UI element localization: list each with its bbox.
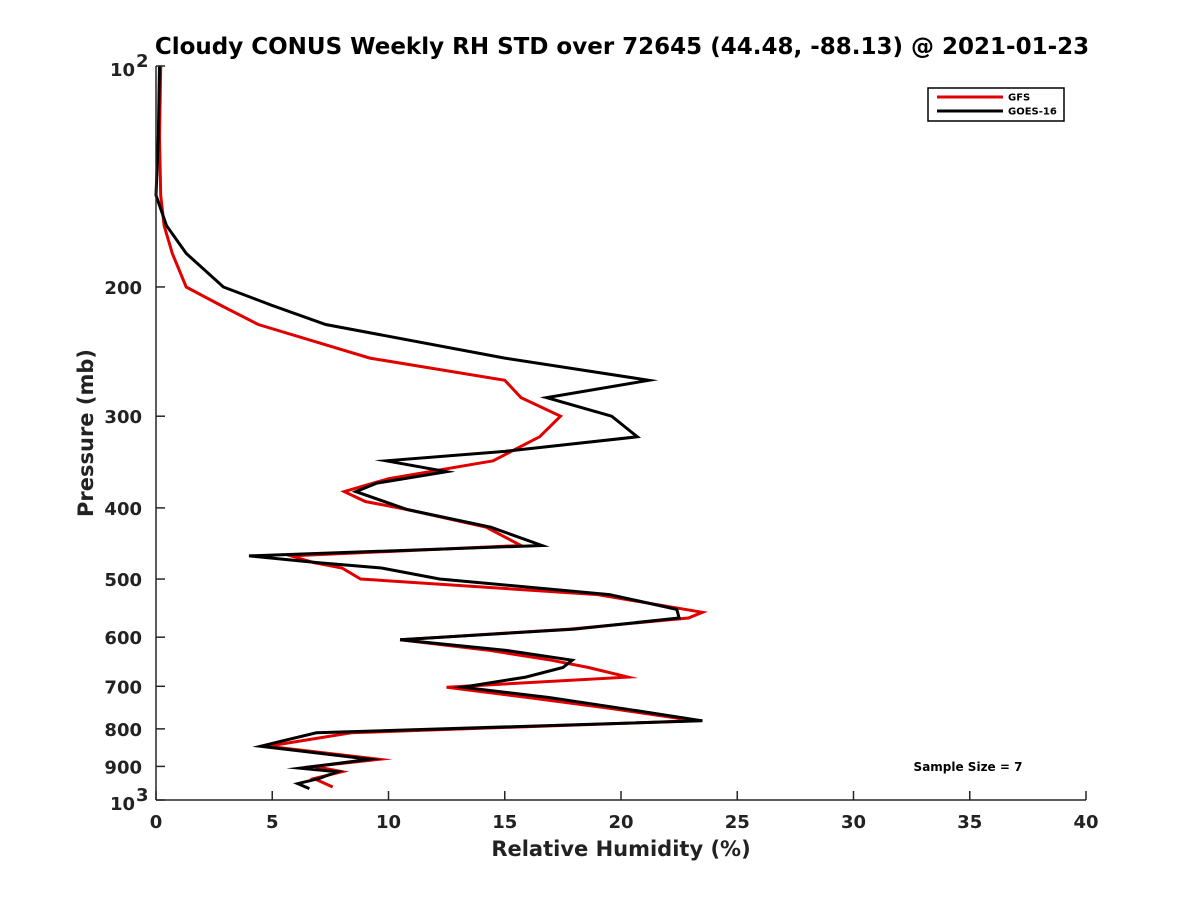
y-tick-label-exp: 10 <box>110 60 135 81</box>
y-tick-label: 800 <box>104 720 142 741</box>
y-tick-exponent: 2 <box>136 51 149 72</box>
x-tick-label: 15 <box>492 812 517 833</box>
y-tick-label: 900 <box>104 757 142 778</box>
x-tick-label: 25 <box>725 812 750 833</box>
legend-label: GFS <box>1008 93 1030 104</box>
x-tick-label: 20 <box>608 812 633 833</box>
x-tick-label: 5 <box>266 812 279 833</box>
y-tick-label: 300 <box>104 407 142 428</box>
legend-label: GOES-16 <box>1008 107 1057 118</box>
legend-box <box>927 87 1065 122</box>
sample-size-annotation: Sample Size = 7 <box>914 760 1023 774</box>
y-tick-base: 10 <box>110 60 135 81</box>
plot-area: 0 5 10 15 20 25 30 35 40 200 300 400 500 600 700 800 90… <box>104 51 1098 833</box>
y-tick-label: 600 <box>104 628 142 649</box>
x-tick-label: 40 <box>1073 812 1098 833</box>
y-tick-label: 500 <box>104 570 142 591</box>
y-tick-label: 400 <box>104 499 142 520</box>
x-tick-label: 10 <box>376 812 401 833</box>
legend: GFS GOES-16 <box>927 87 1065 122</box>
x-axis-label: Relative Humidity (%) <box>491 837 750 861</box>
series-layer <box>154 65 708 790</box>
chart-title: Cloudy CONUS Weekly RH STD over 72645 (4… <box>155 34 1089 60</box>
y-tick-label: 200 <box>104 278 142 299</box>
y-axis-label: Pressure (mb) <box>74 349 98 517</box>
y-tick-label: 700 <box>104 677 142 698</box>
x-tick-label: 35 <box>957 812 982 833</box>
x-tick-label: 30 <box>841 812 866 833</box>
y-tick-label-exp: 10 <box>110 794 135 815</box>
x-ticks: 0 5 10 15 20 25 30 35 40 <box>150 791 1099 833</box>
x-tick-label: 0 <box>150 812 163 833</box>
y-tick-base: 10 <box>110 794 135 815</box>
legend-items: GFS GOES-16 <box>937 93 1057 118</box>
series-line-goes-16 <box>154 65 703 790</box>
y-tick-exponent: 3 <box>136 785 149 806</box>
